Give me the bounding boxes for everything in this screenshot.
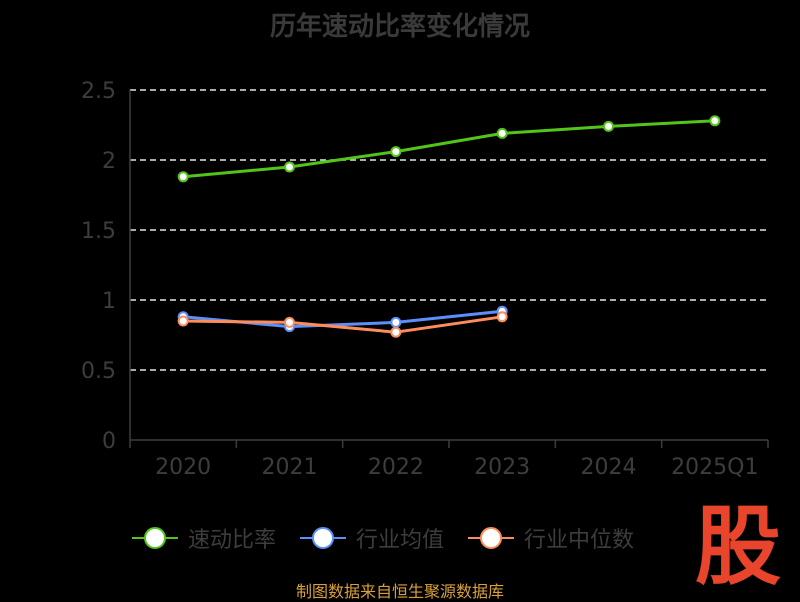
data-point: [603, 120, 614, 132]
x-tick-label: 2025Q1: [671, 455, 758, 480]
legend-marker-icon: [300, 527, 347, 549]
y-tick-label: 1: [102, 289, 116, 314]
x-tick-label: 2020: [155, 455, 211, 480]
legend-label: 行业中位数: [524, 528, 635, 553]
x-tick-label: 2022: [368, 455, 424, 480]
series-points: [177, 115, 721, 338]
series-line-2: [183, 315, 503, 334]
data-point: [496, 311, 508, 323]
legend-label: 速动比率: [188, 528, 277, 553]
grid-lines: [130, 89, 768, 371]
series-line-0: [183, 119, 715, 179]
x-tick-label: 2023: [474, 455, 530, 480]
legend: 速动比率 行业均值 行业中位数: [130, 518, 634, 558]
data-point: [177, 315, 189, 327]
data-point: [496, 127, 508, 139]
brand-logo: 股: [695, 497, 781, 588]
data-point: [390, 326, 402, 338]
legend-item-quick-ratio[interactable]: 速动比率: [130, 522, 276, 554]
series-lines: [183, 119, 715, 334]
data-point: [390, 146, 402, 158]
y-tick-label: 2: [102, 149, 116, 174]
chart-title: 历年速动比率变化情况: [269, 12, 530, 42]
y-tick-label: 2.5: [81, 79, 116, 104]
legend-marker-icon: [132, 527, 178, 549]
data-point: [284, 161, 295, 173]
y-tick-label: 1.5: [81, 219, 116, 244]
x-tick-label: 2021: [262, 455, 318, 480]
legend-marker-icon: [468, 527, 515, 549]
data-point: [177, 171, 189, 183]
data-point: [709, 115, 721, 127]
data-point: [284, 316, 295, 328]
legend-item-industry-average[interactable]: 行业均值: [298, 522, 444, 554]
legend-item-industry-median[interactable]: 行业中位数: [466, 522, 634, 554]
y-tick-label: 0.5: [81, 359, 116, 384]
y-tick-label: 0: [102, 429, 116, 454]
legend-label: 行业均值: [356, 528, 445, 553]
x-tick-label: 2024: [581, 455, 637, 480]
logo-glyph: 股: [695, 497, 781, 588]
axes: [129, 90, 769, 448]
data-point: [390, 316, 402, 328]
data-source-footer: 制图数据来自恒生聚源数据库: [295, 582, 504, 601]
tick-labels: 0 0.5 1 1.5 2 2.5 2020 2021 2022 2023 2024 2025Q1: [81, 79, 758, 480]
